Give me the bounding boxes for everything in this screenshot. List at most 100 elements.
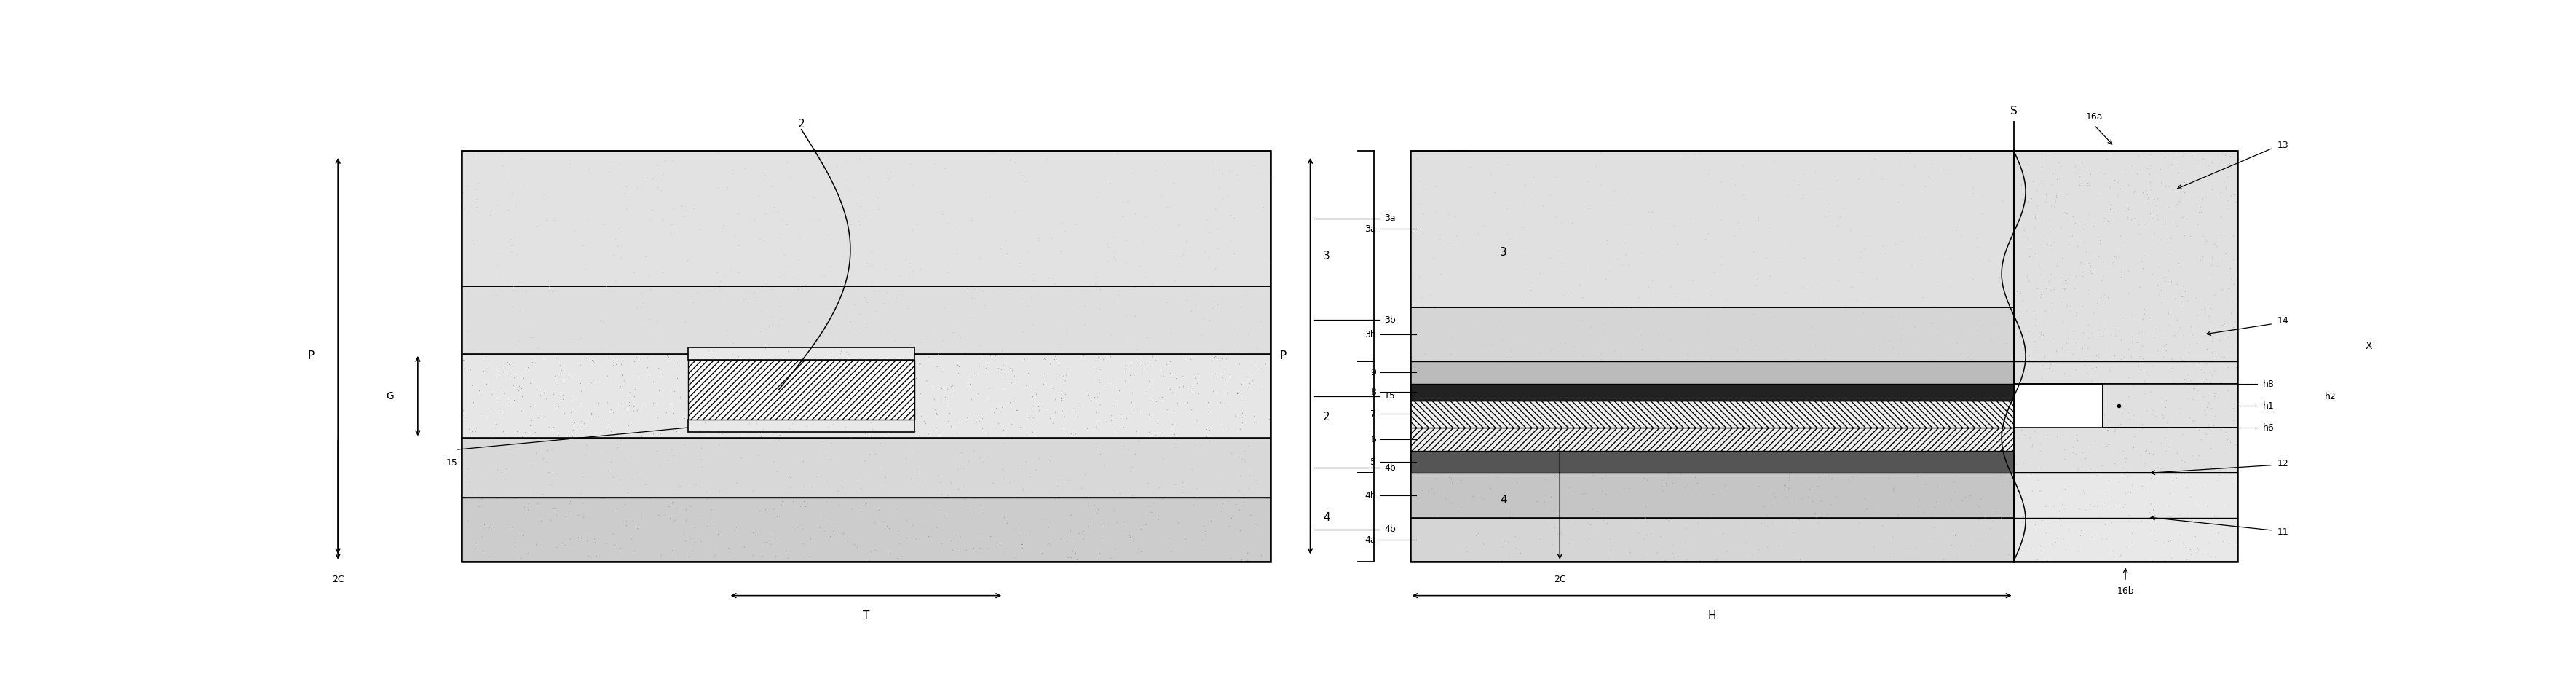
Point	[569, 529, 611, 540]
Point	[680, 453, 721, 464]
Point	[1878, 510, 1919, 521]
Point	[1497, 477, 1538, 488]
Point	[845, 354, 886, 365]
Point	[1103, 440, 1144, 451]
Point	[2213, 230, 2254, 241]
Point	[2141, 297, 2182, 308]
Point	[1538, 244, 1579, 255]
Point	[2136, 345, 2177, 356]
Point	[781, 239, 822, 250]
Point	[1731, 549, 1772, 560]
Point	[1015, 389, 1056, 399]
Point	[1808, 470, 1850, 481]
Point	[554, 225, 595, 236]
Point	[1819, 275, 1860, 286]
Point	[2069, 332, 2110, 343]
Point	[824, 422, 866, 433]
Point	[1110, 531, 1151, 542]
Point	[600, 381, 641, 392]
Point	[2146, 339, 2187, 350]
Point	[786, 279, 827, 290]
Point	[629, 495, 670, 505]
Point	[2056, 307, 2097, 318]
Point	[860, 352, 902, 363]
Point	[551, 425, 592, 436]
Point	[1914, 522, 1955, 533]
Point	[1095, 296, 1136, 307]
Point	[917, 361, 958, 372]
Point	[1224, 347, 1265, 358]
Point	[981, 352, 1023, 363]
Point	[1935, 530, 1976, 541]
Point	[1007, 367, 1048, 378]
Point	[2141, 269, 2182, 280]
Point	[2190, 461, 2231, 472]
Point	[492, 187, 533, 198]
Point	[1224, 456, 1265, 466]
Point	[1141, 392, 1182, 403]
Point	[840, 328, 881, 339]
Point	[1548, 538, 1589, 549]
Point	[665, 317, 706, 328]
Point	[1074, 407, 1115, 418]
Point	[1932, 505, 1973, 516]
Point	[2066, 367, 2107, 378]
Point	[2136, 410, 2177, 421]
Point	[1092, 252, 1133, 263]
Point	[696, 419, 737, 430]
Point	[994, 370, 1036, 381]
Text: h2: h2	[2326, 392, 2336, 402]
Point	[1667, 348, 1708, 359]
Point	[1064, 469, 1105, 480]
Point	[1481, 541, 1522, 552]
Point	[1185, 424, 1226, 435]
Point	[2107, 515, 2148, 526]
Point	[1136, 429, 1177, 440]
Point	[1945, 491, 1986, 502]
Point	[804, 271, 845, 282]
Point	[2146, 395, 2187, 406]
Point	[1041, 393, 1082, 404]
Point	[1592, 298, 1633, 308]
Point	[1185, 246, 1226, 256]
Point	[2128, 194, 2169, 205]
Point	[641, 267, 683, 278]
Point	[2177, 337, 2218, 348]
Point	[1486, 536, 1528, 547]
Point	[474, 446, 515, 457]
Point	[2210, 341, 2251, 352]
Point	[896, 415, 938, 425]
Point	[696, 267, 737, 278]
Point	[708, 354, 750, 365]
Point	[562, 400, 603, 411]
Point	[1038, 369, 1079, 380]
Point	[2107, 203, 2148, 214]
Point	[1226, 548, 1267, 559]
Point	[822, 482, 863, 493]
Point	[1775, 553, 1816, 564]
Point	[2076, 478, 2117, 489]
Point	[2205, 202, 2246, 213]
Point	[2215, 425, 2257, 436]
Point	[497, 175, 538, 186]
Point	[997, 405, 1038, 416]
Point	[1662, 148, 1703, 159]
Point	[2081, 460, 2123, 471]
Point	[1816, 174, 1857, 185]
Point	[2102, 462, 2143, 473]
Point	[1185, 525, 1226, 536]
Point	[1115, 311, 1157, 321]
Point	[592, 407, 634, 418]
Point	[1803, 211, 1844, 222]
Point	[961, 412, 1002, 423]
Point	[680, 461, 721, 472]
Point	[2027, 276, 2069, 287]
Point	[1692, 267, 1734, 278]
Text: 7: 7	[1370, 409, 1376, 419]
Point	[881, 289, 922, 300]
Point	[1082, 532, 1123, 543]
Point	[783, 482, 824, 492]
Point	[590, 404, 631, 415]
Point	[605, 204, 647, 215]
Point	[912, 331, 953, 342]
